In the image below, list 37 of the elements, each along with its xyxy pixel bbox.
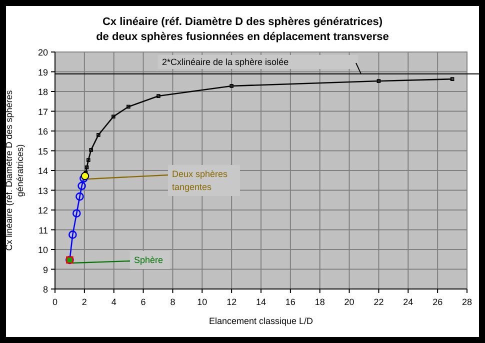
x-tick-label: 8 [170,297,176,307]
x-tick-label: 18 [314,297,325,307]
y-tick-label: 19 [38,67,48,78]
y-tick-label: 12 [38,206,48,216]
y-tick-label: 20 [38,48,48,58]
x-tick-label: 2 [82,297,87,307]
y-tick-label: 9 [42,264,48,275]
chart-subtitle: de deux sphères fusionnées en déplacement transverse [96,31,389,43]
x-tick-label: 26 [432,297,443,307]
y-tick-label: 16 [38,126,48,136]
x-tick-label: 0 [52,297,58,307]
x-tick-label: 14 [256,297,266,307]
x-tick-label: 16 [285,297,296,307]
annotation: Sphère [134,255,164,265]
y-tick-label: 10 [38,245,48,255]
note-box: Sphère [72,251,170,269]
y-tick-label: 18 [38,87,48,97]
y-tick-label: 15 [38,146,48,156]
x-tick-label: 20 [344,297,354,307]
note-box: Deux sphères tangentes [88,165,240,196]
y-tick-label: 11 [38,225,48,236]
x-tick-label: 22 [374,297,384,307]
y-tick-label: 13 [38,186,48,196]
ref-line-label: 2*Cxlinéaire de la sphère isolée [162,57,289,67]
y-axis-title: Cx linéaire (réf. Diamètre D des sphères génératrices) [4,90,25,251]
x-tick-label: 24 [403,297,414,307]
x-tick-label: 10 [197,297,208,307]
x-tick-label: 12 [226,297,237,307]
y-tick-label: 14 [38,166,48,176]
x-tick-label: 4 [111,297,116,307]
y-tick-label: 8 [42,284,48,294]
annotation: Deux sphères tangentes [172,169,228,192]
x-tick-label: 6 [140,297,146,307]
y-tick-label: 17 [38,106,48,117]
chart-title: Cx linéaire (réf. Diamètre D des sphères génératrices) [102,16,383,28]
x-tick-label: 28 [462,297,472,307]
x-axis-title: Elancement classique L/D [208,316,314,326]
